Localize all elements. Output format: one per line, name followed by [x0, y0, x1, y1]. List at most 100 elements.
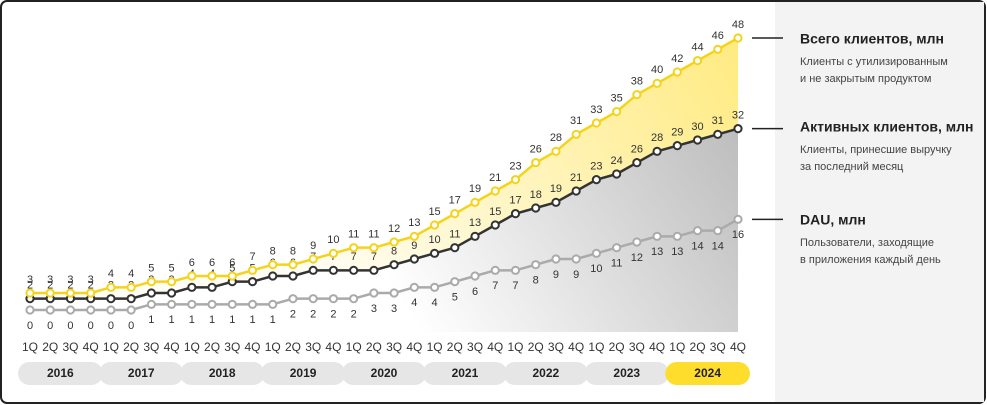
- point: [86, 288, 96, 298]
- data-label: 24: [611, 155, 623, 167]
- point: [268, 260, 278, 270]
- point: [571, 254, 581, 264]
- x-tick-label: 1Q: [346, 340, 362, 354]
- point: [328, 265, 339, 275]
- point: [207, 282, 217, 292]
- point: [510, 209, 521, 219]
- point: [470, 271, 480, 281]
- point: [167, 277, 177, 287]
- data-label: 19: [469, 183, 481, 195]
- point: [652, 78, 662, 88]
- point: [612, 243, 622, 253]
- data-label: 29: [671, 127, 683, 139]
- data-label: 44: [691, 42, 703, 54]
- data-label: 7: [512, 280, 518, 292]
- data-label: 9: [310, 240, 316, 252]
- data-label: 6: [209, 257, 215, 269]
- point: [328, 294, 339, 304]
- point: [389, 260, 399, 270]
- data-label: 8: [533, 275, 539, 287]
- x-tick-label: 4Q: [649, 340, 665, 354]
- data-label: 40: [651, 64, 663, 76]
- point: [632, 237, 642, 247]
- point: [86, 305, 96, 315]
- x-tick-label: 3Q: [62, 340, 78, 354]
- data-label: 31: [712, 115, 724, 127]
- legend-description: в приложения каждый день: [800, 254, 941, 266]
- x-tick-label: 4Q: [487, 340, 503, 354]
- point: [531, 260, 541, 270]
- x-tick-label: 3Q: [305, 340, 321, 354]
- point: [652, 146, 662, 156]
- year-pill: [341, 362, 427, 385]
- point: [268, 299, 278, 309]
- data-label: 7: [492, 280, 498, 292]
- year-pill: [18, 362, 103, 385]
- year-label: 2023: [613, 366, 640, 380]
- data-label: 4: [411, 297, 417, 309]
- x-tick-label: 4Q: [730, 340, 746, 354]
- data-label: 10: [590, 263, 602, 275]
- data-label: 5: [229, 263, 235, 275]
- x-tick-label: 4Q: [325, 340, 341, 354]
- point: [207, 271, 217, 281]
- year-label: 2018: [209, 366, 236, 380]
- point: [349, 243, 359, 253]
- point: [187, 299, 197, 309]
- point: [45, 305, 55, 315]
- point: [45, 288, 55, 298]
- point: [308, 265, 318, 275]
- point: [328, 248, 339, 258]
- data-label: 10: [327, 234, 339, 246]
- data-label: 2: [310, 309, 316, 321]
- data-label: 1: [249, 314, 255, 326]
- x-tick-label: 2Q: [447, 340, 463, 354]
- data-label: 7: [249, 251, 255, 263]
- data-label: 18: [530, 189, 542, 201]
- x-tick-label: 1Q: [588, 340, 604, 354]
- x-tick-label: 2Q: [285, 340, 301, 354]
- point: [247, 277, 258, 287]
- point: [349, 294, 359, 304]
- point: [692, 56, 703, 66]
- data-label: 28: [651, 132, 663, 144]
- point: [106, 305, 116, 315]
- point: [510, 265, 521, 275]
- data-label: 30: [691, 121, 703, 133]
- data-label: 0: [67, 320, 73, 332]
- point: [65, 305, 76, 315]
- point: [308, 294, 318, 304]
- data-label: 13: [408, 217, 420, 229]
- data-label: 3: [371, 303, 377, 315]
- point: [551, 254, 561, 264]
- data-label: 6: [472, 286, 478, 298]
- x-tick-label: 3Q: [143, 340, 159, 354]
- x-tick-label: 1Q: [22, 340, 38, 354]
- legend-panel: [775, 2, 984, 402]
- data-label: 21: [489, 172, 501, 184]
- data-label: 1: [189, 314, 195, 326]
- x-tick-label: 4Q: [568, 340, 584, 354]
- point: [146, 288, 156, 298]
- data-label: 21: [570, 172, 582, 184]
- point: [612, 169, 622, 179]
- point: [106, 282, 116, 292]
- point: [571, 186, 581, 196]
- data-label: 5: [169, 263, 175, 275]
- x-tick-label: 3Q: [224, 340, 240, 354]
- data-label: 1: [169, 314, 175, 326]
- data-label: 12: [631, 252, 643, 264]
- data-label: 17: [509, 195, 521, 207]
- legend-title: DAU, млн: [800, 212, 866, 228]
- data-label: 9: [411, 240, 417, 252]
- x-tick-label: 2Q: [528, 340, 544, 354]
- point: [409, 254, 419, 264]
- point: [126, 305, 136, 315]
- year-label: 2021: [452, 366, 479, 380]
- x-tick-label: 4Q: [164, 340, 180, 354]
- x-tick-label: 4Q: [245, 340, 261, 354]
- x-tick-label: 1Q: [427, 340, 443, 354]
- point: [288, 294, 298, 304]
- data-label: 7: [351, 251, 357, 263]
